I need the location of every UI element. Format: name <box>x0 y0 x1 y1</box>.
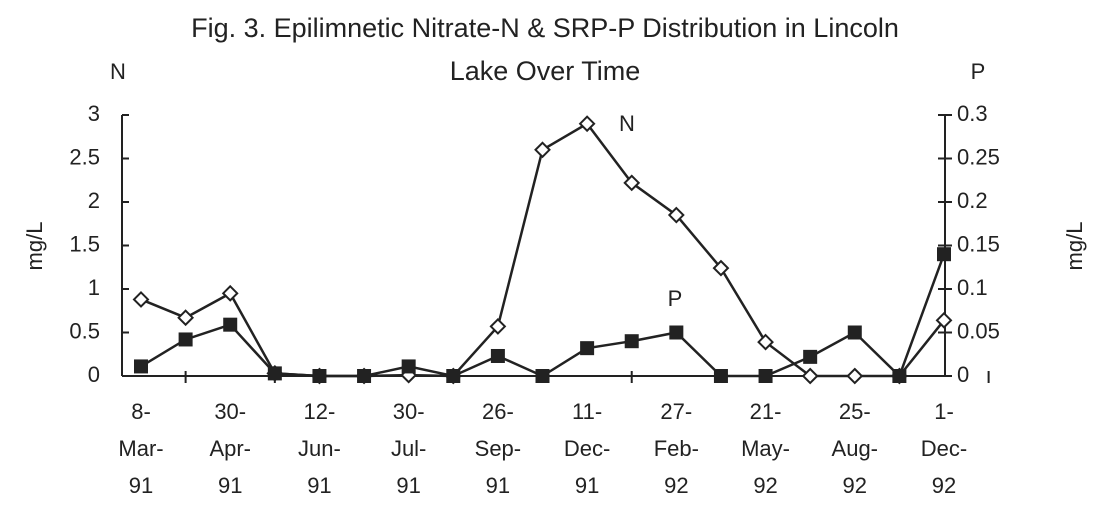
y2-tick-label: 0 <box>957 362 969 387</box>
marker-square <box>669 325 684 340</box>
chart-title: Lake Over Time <box>450 56 641 86</box>
marker-diamond <box>935 311 953 329</box>
marker-diamond <box>578 115 596 133</box>
x-tick-label: 30-Jul-91 <box>391 399 426 498</box>
marker-square <box>223 317 238 332</box>
marker-square <box>178 332 193 347</box>
marker-square <box>937 247 951 262</box>
y-tick-label: 2 <box>88 188 100 213</box>
marker-square <box>535 369 550 383</box>
marker-diamond <box>623 174 641 192</box>
x-tick-label: 21-May-92 <box>741 399 790 498</box>
y-tick-label: 0 <box>88 362 100 387</box>
marker-diamond <box>801 367 819 385</box>
y2-tick-label: 0.3 <box>957 101 988 126</box>
marker-square <box>624 334 639 349</box>
chart-title: Fig. 3. Epilimnetic Nitrate-N & SRP-P Di… <box>191 13 899 43</box>
marker-square <box>892 369 907 383</box>
x-tick-label: 30-Apr-91 <box>209 399 251 498</box>
marker-diamond <box>177 309 195 327</box>
marker-diamond <box>712 259 730 277</box>
marker-square <box>847 325 862 340</box>
y-axis-label: mg/L <box>22 222 47 271</box>
marker-diamond <box>534 141 551 159</box>
y-tick-label: 0.5 <box>69 318 100 343</box>
y-tick-label: 2.5 <box>69 144 100 169</box>
y2-axis-label: mg/L <box>1062 222 1087 271</box>
x-tick-label: 11-Dec-91 <box>564 399 610 498</box>
y-tick-label: 3 <box>88 101 100 126</box>
marker-diamond <box>846 367 864 385</box>
y-axis-title: N <box>110 59 126 84</box>
marker-square <box>490 348 505 363</box>
series-line <box>140 253 946 379</box>
y2-tick-label: 0.25 <box>957 144 1000 169</box>
marker-diamond <box>757 333 774 351</box>
marker-square <box>446 369 461 383</box>
y2-tick-label: 0.05 <box>957 318 1000 343</box>
marker-diamond <box>489 317 507 335</box>
marker-diamond <box>667 206 685 224</box>
marker-square <box>401 359 416 374</box>
annotation: P <box>668 286 683 311</box>
y2-tick-label: 0.15 <box>957 231 1000 256</box>
x-tick-label: 25-Aug-92 <box>832 399 878 498</box>
x-tick-label: 8-Mar-91 <box>118 399 163 498</box>
x-tick-label: 1-Dec-92 <box>921 399 967 498</box>
y-tick-label: 1.5 <box>69 231 100 256</box>
series-line <box>140 122 945 378</box>
y-tick-label: 1 <box>88 275 100 300</box>
marker-square <box>267 366 282 381</box>
marker-square <box>312 369 327 383</box>
marker-square <box>134 359 148 374</box>
x-tick-label: 26-Sep-91 <box>475 399 521 498</box>
marker-square <box>713 369 728 383</box>
marker-square <box>580 341 595 356</box>
y2-tick-label: 0.1 <box>957 275 988 300</box>
x-tick-label: 12-Jun-91 <box>298 399 341 498</box>
marker-square <box>803 349 818 364</box>
marker-square <box>758 369 773 383</box>
marker-diamond <box>132 291 150 308</box>
x-tick-label: 27-Feb-92 <box>654 399 699 498</box>
y2-axis-title: P <box>971 59 986 84</box>
marker-square <box>357 369 372 383</box>
annotation: N <box>619 111 635 136</box>
marker-diamond <box>221 284 239 302</box>
y2-tick-label: 0.2 <box>957 188 988 213</box>
